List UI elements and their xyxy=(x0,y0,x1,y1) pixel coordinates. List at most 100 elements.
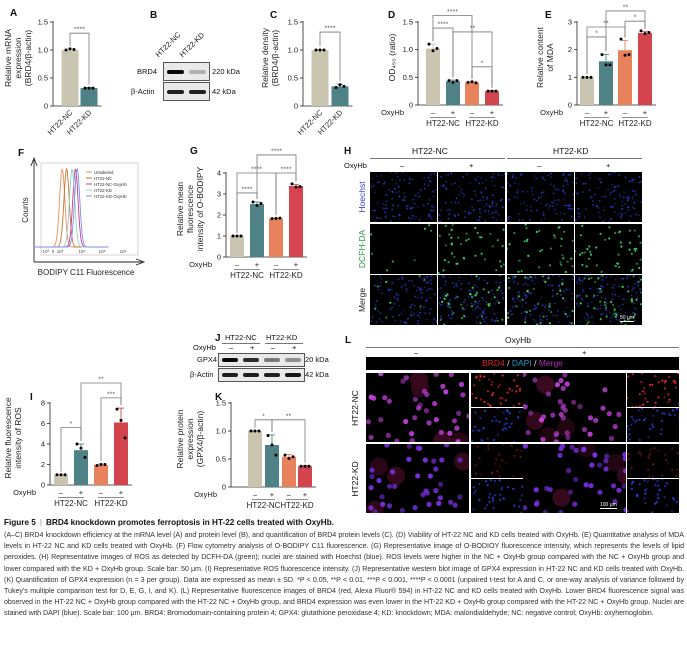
blot-band xyxy=(221,358,238,362)
bar xyxy=(311,50,329,106)
group-label: HT22-NC xyxy=(54,499,88,508)
blot-j-gpx4-label: GPX4 xyxy=(197,355,218,364)
y-tick-label: 0.5 xyxy=(403,73,413,82)
histogram-curve xyxy=(33,167,109,248)
y-tick-label: 1.0 xyxy=(38,46,48,55)
l-scale-bar: 100 μm xyxy=(600,502,617,509)
blot-b-actin-size: 42 kDa xyxy=(212,87,236,96)
y-axis-label: Counts xyxy=(21,197,30,222)
bar xyxy=(485,91,499,105)
data-point xyxy=(231,234,235,238)
y-axis-label: expression xyxy=(185,418,195,459)
data-point xyxy=(600,53,604,57)
y-axis-label: intensity of ROS xyxy=(13,407,23,469)
y-tick-label: 0 xyxy=(44,102,48,111)
blot-b-brd4-label: BRD4 xyxy=(137,67,158,76)
data-point xyxy=(494,89,498,93)
significance-bracket xyxy=(471,66,493,88)
significance-bracket xyxy=(69,32,90,85)
oxyhb-sign: + xyxy=(490,108,495,117)
y-axis-label: Relative mean xyxy=(175,182,185,237)
data-point xyxy=(627,53,631,57)
y-tick-label: 1 xyxy=(217,232,221,241)
oxyhb-sign: + xyxy=(79,488,84,497)
data-point xyxy=(581,75,585,79)
blot-b-brd4-size: 220 kDa xyxy=(212,67,240,76)
data-point xyxy=(72,47,76,51)
l-dapi-image xyxy=(627,479,679,513)
data-point xyxy=(608,63,612,67)
y-tick-label: 1.5 xyxy=(403,18,413,27)
panel-label-g: G xyxy=(190,146,198,157)
l-dapi-image xyxy=(627,408,679,442)
oxyhb-sign: – xyxy=(287,490,292,499)
blot-band xyxy=(285,358,302,362)
legend-label: HT22-KD-OxyHb xyxy=(94,194,127,199)
data-point xyxy=(298,185,302,189)
data-point xyxy=(585,75,589,79)
significance-bracket xyxy=(319,31,341,82)
h-image-merge-2 xyxy=(507,275,574,325)
data-point xyxy=(604,63,608,67)
data-point xyxy=(270,217,274,221)
data-point xyxy=(639,29,643,33)
h-row-label: Hoechst xyxy=(357,181,367,213)
oxyhb-sign: – xyxy=(623,108,628,117)
bar xyxy=(114,422,128,485)
x-tick-label: 0 xyxy=(52,249,55,254)
data-point xyxy=(490,89,494,93)
oxyhb-sign: + xyxy=(604,108,609,117)
data-point xyxy=(123,436,127,440)
data-point xyxy=(115,407,119,411)
y-axis-label: intensity of O-BODIPY xyxy=(195,166,205,251)
data-point xyxy=(447,79,451,83)
h-image-merge-3 xyxy=(575,275,642,325)
y-tick-label: 1.5 xyxy=(288,18,298,27)
chart-c: 0 0.5 1.0 1.5 Relative density (BRD4/β-actin)… xyxy=(260,18,353,137)
data-point xyxy=(338,83,342,87)
oxyhb-sign: – xyxy=(585,108,590,117)
significance-label: ** xyxy=(623,4,629,11)
oxyhb-label: OxyHb xyxy=(540,108,563,117)
data-point xyxy=(290,182,294,186)
y-axis-label: OD₄₅₀ (ratio) xyxy=(387,33,397,81)
oxyhb-sign: – xyxy=(235,260,240,269)
panel-label-c: C xyxy=(270,10,278,21)
data-point xyxy=(75,442,79,446)
panel-label-j: J xyxy=(215,333,221,344)
l-brd4-image xyxy=(471,373,523,407)
significance-bracket xyxy=(80,382,122,441)
blot-band xyxy=(189,89,207,94)
y-tick-label: 0 xyxy=(409,101,413,110)
h-image-hoechst-0 xyxy=(370,172,437,222)
x-tick-label: 10⁶ xyxy=(120,249,127,254)
significance-label: *** xyxy=(107,391,115,398)
data-point xyxy=(486,89,490,93)
panel-label-e: E xyxy=(545,10,552,21)
data-point xyxy=(294,185,298,189)
chart-g: 0 1 2 3 4 Relative mean fluorescence intensity … xyxy=(175,148,307,280)
y-tick-label: 0.5 xyxy=(288,74,298,83)
l-stain-title-bar: BRD4 / DAPI / Merge xyxy=(366,357,679,370)
x-tick-label: -10³ xyxy=(41,249,50,254)
x-tick-label: 10⁵ xyxy=(99,249,106,254)
data-point xyxy=(87,86,91,90)
figure-number: Figure 5 xyxy=(4,518,36,527)
blot-j-actin-row xyxy=(218,368,305,382)
data-point xyxy=(266,433,270,437)
data-point xyxy=(79,446,83,450)
bar xyxy=(599,61,613,105)
oxyhb-sign: + xyxy=(255,260,260,269)
data-point xyxy=(322,48,326,52)
blot-b-brd4-row xyxy=(163,62,210,81)
legend-label: Unlabeled xyxy=(94,170,114,175)
blot-b-actin-row xyxy=(163,82,210,101)
y-tick-label: 1.5 xyxy=(38,18,48,27)
blot-j-actin-label: β-Actin xyxy=(190,370,214,379)
l-stain-dapi: DAPI xyxy=(511,358,532,368)
data-point xyxy=(255,204,259,208)
blot-j-oxyhb-1: + xyxy=(250,343,255,352)
